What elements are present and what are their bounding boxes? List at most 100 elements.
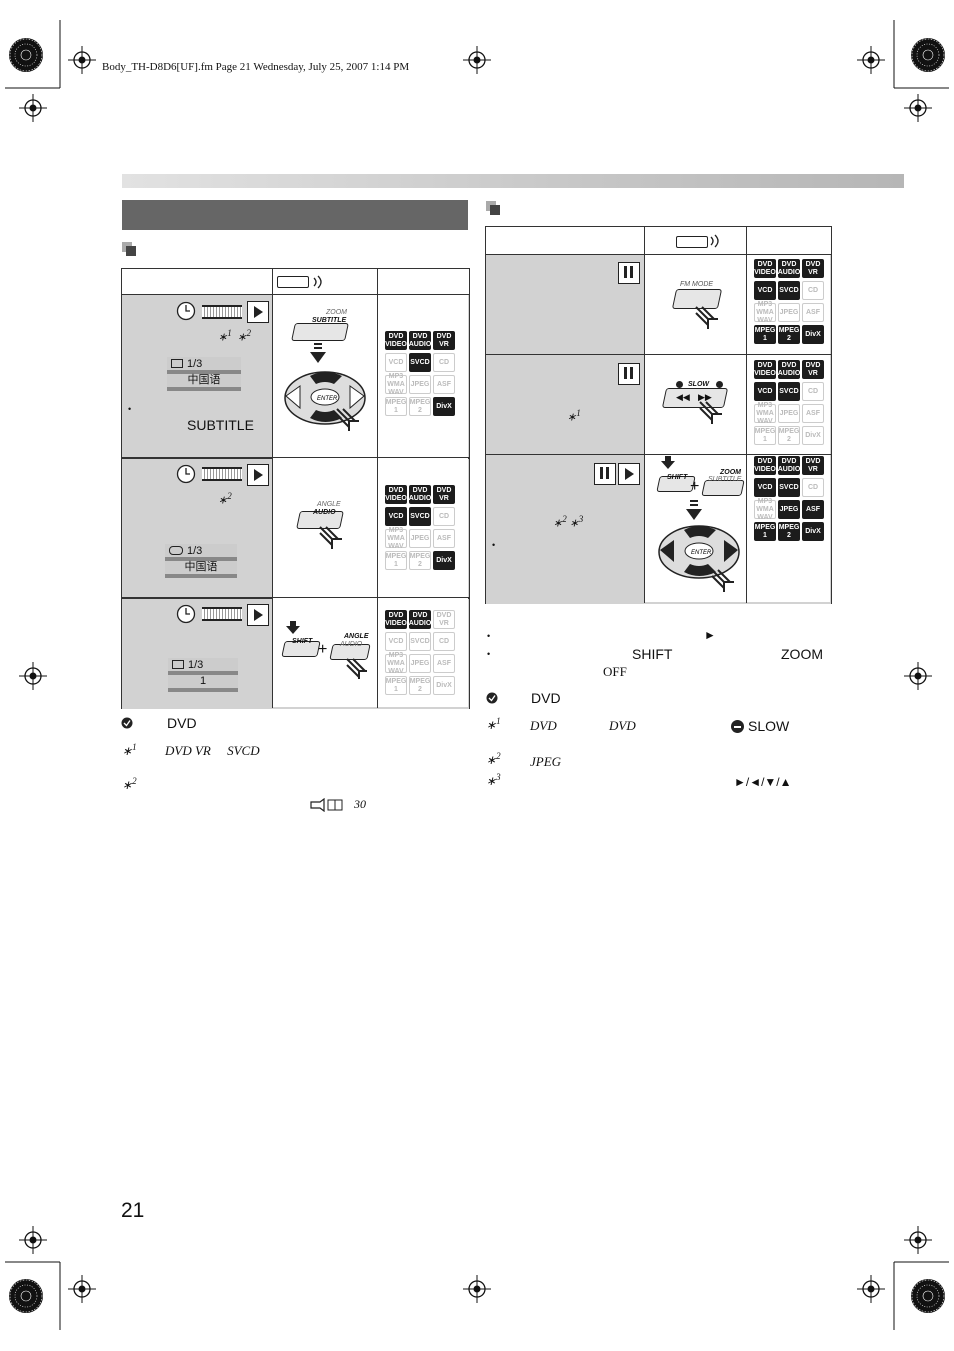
disc-badge-asf: ASF: [433, 529, 455, 548]
disc-badge-divx: DivX: [433, 551, 455, 570]
disc-badge-divx: DivX: [802, 426, 824, 445]
pause-icon: [618, 363, 640, 385]
progress-bar-icon: [202, 305, 242, 319]
footnote-1-dvd-a: DVD: [530, 718, 557, 733]
disc-badge-mpeg2: MPEG 2: [778, 522, 800, 541]
pause-icon: [594, 463, 616, 485]
disc-badge-vcd: VCD: [754, 281, 776, 300]
disc-badge-dvd-audio: DVD AUDIO: [778, 360, 800, 379]
file-info-header: Body_TH-D8D6[UF].fm Page 21 Wednesday, J…: [102, 61, 410, 73]
disc-badge-dvd-vr: DVD VR: [802, 456, 824, 475]
osd-angle-value: 1: [199, 675, 207, 687]
press-down-arrow-icon: [310, 343, 326, 363]
disc-badge-svcd: SVCD: [778, 382, 800, 401]
subtitle-osd-display: 1/3 中国语: [167, 357, 241, 391]
subsection-square-icon: [122, 242, 136, 256]
btn-fmmode-label: FM MODE: [680, 281, 714, 288]
disc-badge-dvd-video: DVD VIDEO: [754, 456, 776, 475]
disc-badge-dvd-video: DVD VIDEO: [754, 259, 776, 278]
disc-badge-svcd: SVCD: [778, 281, 800, 300]
footnote-marker-1: ∗1: [567, 408, 581, 424]
disc-badge-jpeg: JPEG: [778, 500, 800, 519]
disc-badge-cd: CD: [802, 382, 824, 401]
btn-shift-label: SHIFT: [292, 638, 313, 645]
note-check-icon: [486, 692, 498, 704]
disc-badge-dvd-audio: DVD AUDIO: [409, 331, 431, 350]
reference-page-number: 30: [354, 797, 366, 811]
disc-badge-mpeg2: MPEG 2: [778, 325, 800, 344]
play-icon: [618, 463, 640, 485]
footnote-1-text: DVD VR SVCD: [165, 743, 260, 758]
note-check-icon: [121, 717, 133, 729]
footnote-2: ∗2: [486, 751, 501, 767]
hand-press-icon: [711, 569, 734, 592]
disc-badge-mpeg1: MPEG 1: [754, 522, 776, 541]
btn-angle-label: ANGLE: [344, 633, 369, 640]
angle-osd-display: 1/3 1: [168, 658, 238, 692]
disc-badge-mpeg2: MPEG 2: [778, 426, 800, 445]
svg-text:ENTER: ENTER: [691, 550, 712, 556]
cursor-pad-icon: ENTER: [658, 525, 740, 579]
disc-badge-asf: ASF: [802, 404, 824, 423]
btn-angle-label: ANGLE: [317, 501, 341, 508]
bullet: •: [487, 631, 491, 641]
play-icon: [247, 604, 269, 626]
disc-badge-svcd: SVCD: [409, 507, 431, 526]
disc-badge-mp3: MP3 WMA WAV: [754, 498, 776, 521]
disc-badge-dvd-vr: DVD VR: [433, 610, 455, 629]
clock-icon: [176, 604, 196, 624]
press-down-arrow-icon: [661, 456, 675, 469]
disc-badge-svcd: SVCD: [409, 353, 431, 372]
zoom-subtitle-button: [291, 323, 349, 341]
top-rule-bar: [122, 174, 904, 188]
page-number: 21: [121, 1199, 145, 1222]
disc-badge-mp3: MP3 WMA WAV: [385, 373, 407, 396]
footnote-1: ∗1: [486, 716, 501, 732]
disc-badge-mp3: MP3 WMA WAV: [385, 652, 407, 675]
footnote-2: ∗2: [122, 776, 137, 792]
note-dvd-word: DVD: [167, 715, 197, 731]
subtitle-word: SUBTITLE: [187, 417, 254, 433]
play-icon: [247, 301, 269, 323]
disc-badge-dvd-video: DVD VIDEO: [385, 610, 407, 629]
signal-waves-icon: [313, 275, 322, 289]
clock-icon: [176, 464, 196, 484]
disc-badge-divx: DivX: [802, 325, 824, 344]
bullet: •: [128, 404, 132, 414]
osd-counter: 1/3: [188, 658, 204, 671]
disc-badge-jpeg: JPEG: [409, 529, 431, 548]
note-off-word: OFF: [603, 664, 627, 679]
hand-press-icon: [319, 526, 342, 549]
audio-osd-display: 1/3 中国语: [165, 544, 237, 578]
btn-audio-label: AUDIO: [313, 509, 336, 516]
footnote-2-text: JPEG: [530, 754, 562, 769]
press-down-arrow-icon: [286, 621, 300, 634]
disc-badge-cd: CD: [433, 353, 455, 372]
slow-plus-icon: [716, 381, 723, 388]
disc-badge-dvd-vr: DVD VR: [802, 259, 824, 278]
disc-badge-svcd: SVCD: [409, 632, 431, 651]
disc-badge-dvd-audio: DVD AUDIO: [409, 610, 431, 629]
disc-badge-dvd-video: DVD VIDEO: [754, 360, 776, 379]
audio-icon: [169, 546, 183, 555]
btn-subtitle-label: SUBTITLE: [708, 476, 742, 483]
disc-badge-cd: CD: [802, 478, 824, 497]
disc-badge-mpeg1: MPEG 1: [385, 397, 407, 416]
subsection-square-icon: [486, 201, 500, 215]
disc-badge-mpeg1: MPEG 1: [754, 325, 776, 344]
pause-icon: [618, 262, 640, 284]
disc-badge-jpeg: JPEG: [409, 654, 431, 673]
hand-press-icon: [346, 658, 367, 679]
disc-badge-divx: DivX: [802, 522, 824, 541]
disc-badge-cd: CD: [802, 281, 824, 300]
play-icon: [247, 464, 269, 486]
note-shift-word: SHIFT: [632, 646, 673, 662]
disc-badge-vcd: VCD: [385, 507, 407, 526]
footnote-markers-2-3: ∗2 ∗3: [553, 514, 584, 530]
remote-control-icon: [277, 276, 309, 288]
disc-badge-dvd-video: DVD VIDEO: [385, 331, 407, 350]
hand-press-icon: [695, 306, 718, 329]
disc-badge-jpeg: JPEG: [409, 375, 431, 394]
disc-badge-mpeg2: MPEG 2: [409, 397, 431, 416]
